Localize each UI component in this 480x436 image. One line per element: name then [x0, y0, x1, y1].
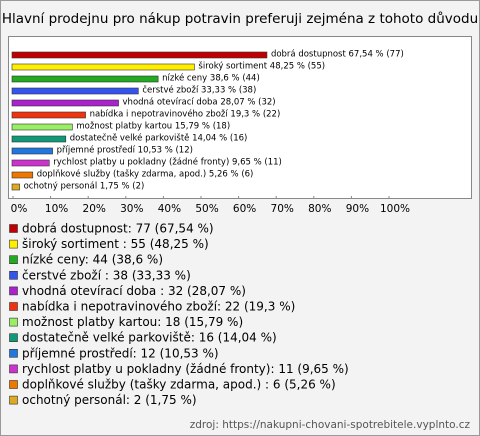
legend-label: rychlost platby u pokladny (žádné fronty… [22, 362, 349, 376]
legend-swatch [9, 270, 18, 280]
x-tick-label: 90% [346, 203, 369, 215]
bar [11, 159, 50, 167]
source: zdroj: https://nakupni-chovani-spotrebit… [190, 419, 471, 431]
legend-swatch [9, 380, 18, 389]
legend-label: ochotný personál: 2 (1,75 %) [22, 393, 197, 407]
legend-swatch [9, 333, 18, 343]
x-tick-label: 30% [120, 203, 143, 215]
bar-label: možnost platby kartou 15,79 % (18) [76, 122, 230, 132]
legend-swatch [9, 364, 18, 374]
bar [11, 147, 53, 155]
legend-swatch [9, 239, 18, 249]
x-tick-label: 40% [158, 203, 181, 215]
bar-label: dobrá dostupnost 67,54 % (77) [271, 50, 404, 60]
x-tick-label: 50% [195, 203, 218, 215]
legend-label: dostatečně velké parkoviště: 16 (14,04 %… [22, 331, 277, 345]
bar [11, 51, 268, 59]
bar-label: dostatečně velké parkoviště 14,04 % (16) [70, 133, 248, 144]
legend-label: nízké ceny: 44 (38,6 %) [22, 253, 163, 267]
legend-swatch [9, 286, 18, 296]
bar-label: vhodná otevírací doba 28,07 % (32) [123, 98, 276, 108]
bar-label: rychlost platby u pokladny (žádné fronty… [53, 157, 282, 168]
x-tick-label: 80% [308, 203, 331, 215]
bar-label: ochotný personál 1,75 % (2) [24, 182, 145, 192]
legend-label: možnost platby kartou: 18 (15,79 %) [22, 315, 243, 329]
bar-label: příjemné prostředí 10,53 % (12) [57, 145, 193, 156]
bar [11, 87, 139, 95]
x-tick-label: 100% [380, 203, 410, 215]
legend-label: doplňkové služby (tašky zdarma, apod.) :… [22, 378, 336, 392]
legend-swatch [9, 224, 18, 233]
bar [11, 183, 20, 191]
legend-label: široký sortiment : 55 (48,25 %) [22, 237, 209, 251]
bar [11, 171, 34, 179]
x-tick-label: 0% [11, 203, 28, 215]
bar [11, 111, 86, 119]
bar-label: čerstvé zboží 33,33 % (38) [142, 85, 256, 96]
bar-label: nízké ceny 38,6 % (44) [162, 73, 260, 84]
legend-swatch [9, 395, 18, 405]
legend-label: příjemné prostředí: 12 (10,53 %) [22, 346, 219, 360]
bar [11, 99, 119, 107]
bar [11, 63, 195, 71]
bar [11, 75, 159, 83]
chart-title: Hlavní prodejnu pro nákup potravin prefe… [2, 11, 478, 27]
bar-label: doplňkové služby (tašky zdarma, apod.) 5… [37, 169, 254, 180]
x-tick-label: 20% [83, 203, 106, 215]
x-tick-label: 60% [233, 203, 256, 215]
x-tick-label: 10% [45, 203, 68, 215]
legend-swatch [9, 348, 18, 358]
bar [11, 123, 73, 131]
legend-swatch [9, 255, 18, 264]
legend-swatch [9, 317, 18, 327]
legend-swatch [9, 302, 18, 311]
legend-label: vhodná otevírací doba : 32 (28,07 %) [22, 284, 246, 298]
legend-label: dobrá dostupnost: 77 (67,54 %) [22, 222, 214, 236]
bar-label: široký sortiment 48,25 % (55) [198, 61, 325, 72]
legend-label: nabídka i nepotravinového zboží: 22 (19,… [22, 300, 295, 314]
bar [11, 135, 67, 143]
bar-label: nabídka i nepotravinového zboží 19,3 % (… [90, 109, 281, 120]
x-tick-label: 70% [271, 203, 294, 215]
legend-label: čerstvé zboží : 38 (33,33 %) [22, 268, 191, 282]
